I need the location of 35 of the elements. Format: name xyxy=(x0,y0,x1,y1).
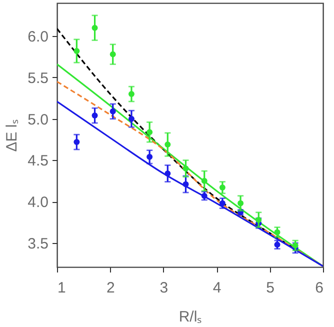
point xyxy=(238,200,244,206)
point xyxy=(110,51,116,58)
point xyxy=(92,112,98,119)
y-tick-label: 5.0 xyxy=(28,111,48,128)
point xyxy=(201,192,208,199)
y-tick-label: 3.5 xyxy=(28,236,48,252)
point xyxy=(219,184,226,191)
x-tick-label: 4 xyxy=(212,280,222,296)
point xyxy=(110,108,116,114)
point xyxy=(146,154,153,160)
x-tick-label: 2 xyxy=(106,280,115,296)
y-tick-label: 4.5 xyxy=(28,152,48,170)
x-axis-title: R/lₛ xyxy=(178,308,202,326)
point xyxy=(74,48,80,54)
y-tick-label: 5.5 xyxy=(28,70,48,87)
y-axis-title: ΔE lₛ xyxy=(4,119,21,152)
x-tick-label: 3 xyxy=(160,280,168,296)
y-tick-label: 4.0 xyxy=(28,194,48,212)
point xyxy=(256,216,262,223)
point xyxy=(292,242,298,248)
point xyxy=(128,116,134,122)
x-tick-label: 1 xyxy=(58,280,66,296)
y-tick-label: 6.0 xyxy=(28,28,48,46)
point xyxy=(128,91,134,98)
x-tick-label: 5 xyxy=(266,280,274,296)
point xyxy=(182,166,189,172)
point xyxy=(164,142,171,148)
point xyxy=(92,24,98,31)
point xyxy=(146,129,153,136)
point xyxy=(74,139,80,146)
point xyxy=(182,181,189,188)
point xyxy=(164,170,171,176)
point xyxy=(201,178,208,184)
x-tick-label: 6 xyxy=(315,280,324,296)
point xyxy=(219,200,226,206)
